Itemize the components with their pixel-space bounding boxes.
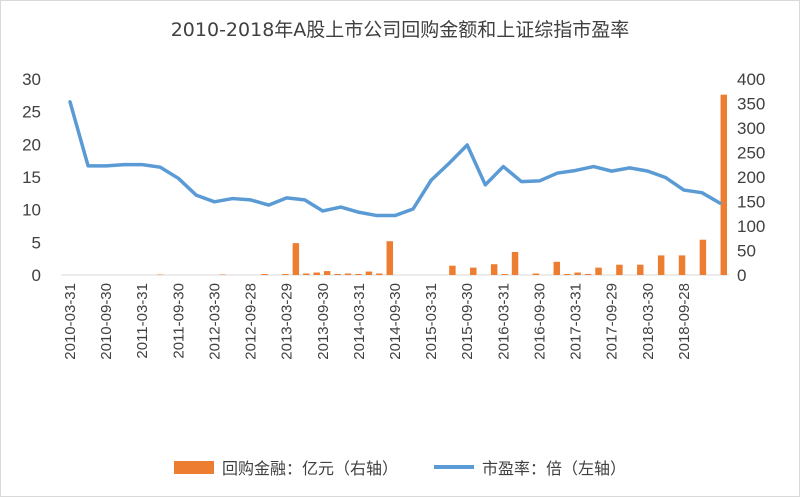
bar-buyback-26 (334, 274, 340, 275)
legend-label-buyback: 回购金融：亿元（右轴） (222, 455, 398, 479)
x-tick-label: 2013-03-29 (279, 283, 296, 360)
bar-buyback-61 (700, 240, 706, 275)
right-tick-label: 400 (737, 70, 765, 89)
bar-buyback-21 (282, 274, 288, 275)
x-tick-label: 2017-09-29 (604, 283, 621, 360)
bar-buyback-53 (616, 265, 622, 275)
bar-buyback-55 (637, 265, 643, 275)
right-tick-label: 50 (737, 242, 756, 261)
x-tick-label: 2014-09-30 (387, 283, 404, 360)
x-tick-label: 2011-09-30 (170, 283, 187, 359)
x-tick-label: 2012-09-28 (243, 283, 260, 360)
bar-buyback-24 (313, 273, 319, 275)
legend-label-pe: 市盈率：倍（左轴） (482, 455, 626, 479)
right-tick-label: 100 (737, 217, 765, 236)
bar-buyback-22 (293, 243, 299, 275)
left-tick-label: 0 (32, 266, 41, 285)
left-tick-label: 15 (22, 168, 41, 187)
right-tick-label: 150 (737, 193, 765, 212)
right-tick-label: 250 (737, 144, 765, 163)
bar-buyback-45 (533, 274, 539, 275)
bar-buyback-47 (554, 262, 560, 275)
bar-buyback-19 (261, 274, 267, 275)
bar-buyback-25 (324, 271, 330, 275)
right-tick-label: 300 (737, 119, 765, 138)
x-tick-label: 2018-09-28 (676, 283, 693, 360)
line-pe-ratio (70, 102, 720, 216)
bar-buyback-48 (564, 274, 570, 275)
x-tick-label: 2011-03-31 (134, 283, 151, 359)
bar-buyback-63 (721, 95, 727, 275)
x-tick-label: 2015-03-31 (423, 283, 440, 360)
legend-swatch-bar (174, 461, 214, 474)
bar-buyback-57 (658, 255, 664, 275)
x-tick-label: 2010-03-31 (62, 283, 79, 360)
bar-buyback-51 (595, 268, 601, 275)
legend-swatch-line (434, 465, 474, 469)
x-tick-label: 2016-09-30 (531, 283, 548, 360)
x-tick-label: 2013-09-30 (315, 283, 332, 360)
left-tick-label: 10 (22, 201, 41, 220)
bar-buyback-29 (366, 272, 372, 275)
bar-buyback-30 (376, 274, 382, 275)
x-tick-label: 2014-03-31 (351, 283, 368, 360)
right-tick-label: 0 (737, 266, 746, 285)
x-tick-label: 2015-09-30 (459, 283, 476, 360)
bar-buyback-27 (345, 274, 351, 275)
bar-buyback-28 (355, 274, 361, 275)
bar-buyback-49 (574, 273, 580, 275)
bar-buyback-39 (470, 268, 476, 275)
left-tick-label: 30 (22, 70, 41, 89)
right-tick-label: 200 (737, 168, 765, 187)
x-tick-label: 2016-03-31 (495, 283, 512, 360)
left-tick-label: 25 (22, 103, 41, 122)
left-tick-label: 5 (32, 233, 41, 252)
legend-item-pe: 市盈率：倍（左轴） (434, 455, 626, 479)
bar-buyback-59 (679, 255, 685, 275)
right-tick-label: 350 (737, 95, 765, 114)
left-tick-label: 20 (22, 135, 41, 154)
x-tick-label: 2010-09-30 (98, 283, 115, 360)
bar-buyback-41 (491, 264, 497, 275)
x-tick-label: 2012-03-30 (206, 283, 223, 360)
legend-item-buyback: 回购金融：亿元（右轴） (174, 455, 398, 479)
bar-buyback-23 (303, 274, 309, 275)
bar-buyback-50 (585, 274, 591, 275)
x-tick-label: 2018-03-30 (640, 283, 657, 360)
chart-legend: 回购金融：亿元（右轴） 市盈率：倍（左轴） (1, 455, 799, 479)
bar-buyback-42 (501, 274, 507, 275)
bar-buyback-31 (387, 241, 393, 275)
bar-buyback-37 (449, 266, 455, 275)
bar-buyback-43 (512, 252, 518, 275)
x-tick-label: 2017-03-31 (568, 283, 585, 360)
